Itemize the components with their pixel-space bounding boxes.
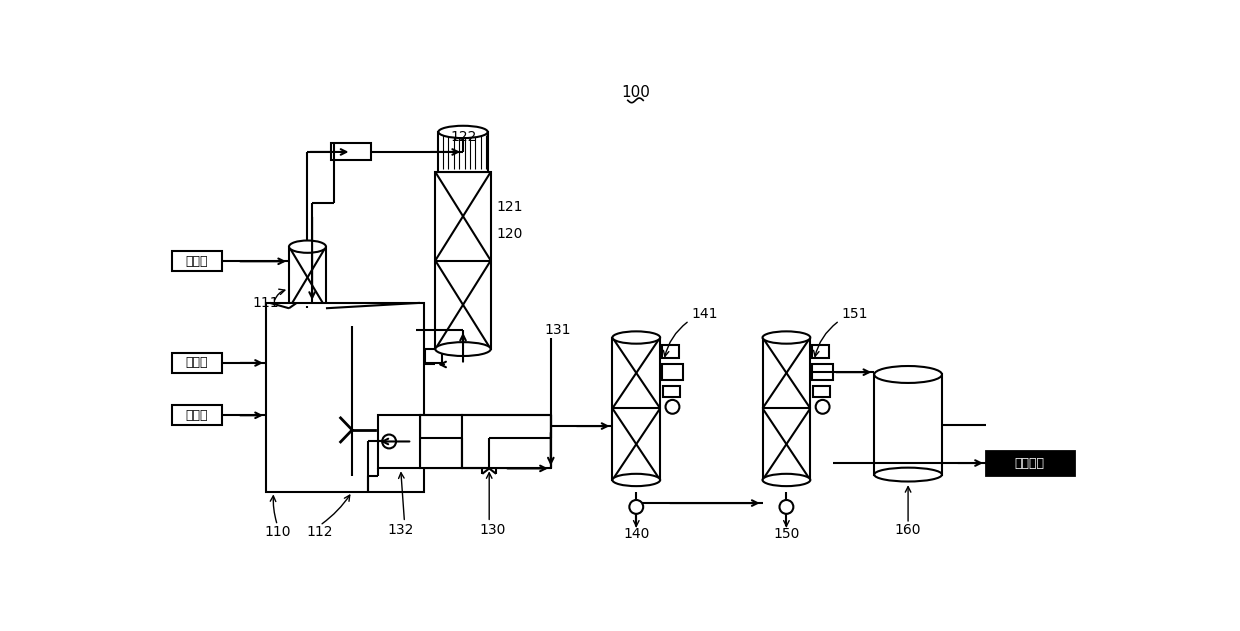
Bar: [662, 365, 683, 380]
Bar: [463, 415, 551, 468]
Bar: [265, 303, 424, 492]
Bar: [812, 365, 833, 380]
Ellipse shape: [289, 240, 326, 253]
Text: 150: 150: [774, 527, 800, 541]
Ellipse shape: [435, 342, 491, 356]
Text: 110: 110: [264, 524, 290, 539]
Bar: [289, 247, 326, 309]
Text: 141: 141: [691, 307, 718, 321]
Text: 100: 100: [621, 85, 650, 100]
Bar: [435, 172, 491, 349]
Bar: [420, 415, 463, 468]
Text: 镃底液液: 镃底液液: [1014, 457, 1045, 469]
Ellipse shape: [613, 331, 660, 344]
Circle shape: [816, 400, 830, 414]
Bar: [986, 451, 1074, 475]
Bar: [812, 345, 828, 358]
Bar: [172, 251, 222, 271]
Text: 原料１: 原料１: [185, 357, 208, 369]
Bar: [763, 338, 810, 480]
Circle shape: [666, 400, 680, 414]
Text: 131: 131: [544, 323, 572, 337]
Text: 原料３: 原料３: [185, 255, 208, 268]
Text: 160: 160: [895, 523, 921, 537]
Ellipse shape: [613, 474, 660, 486]
Bar: [662, 345, 678, 358]
Bar: [377, 415, 420, 468]
Bar: [172, 405, 222, 425]
Ellipse shape: [763, 474, 810, 486]
Text: 132: 132: [387, 523, 414, 537]
Ellipse shape: [439, 126, 487, 138]
Text: 原料２: 原料２: [185, 409, 208, 422]
Ellipse shape: [874, 468, 942, 481]
Text: 121: 121: [497, 199, 523, 214]
Text: 151: 151: [841, 307, 868, 321]
Bar: [425, 349, 443, 363]
Bar: [663, 386, 681, 397]
Circle shape: [780, 500, 794, 514]
Text: 111: 111: [252, 296, 279, 310]
Bar: [813, 386, 831, 397]
Circle shape: [382, 435, 396, 449]
Ellipse shape: [874, 366, 942, 383]
Bar: [874, 374, 942, 475]
Bar: [439, 132, 487, 172]
Ellipse shape: [763, 331, 810, 344]
Text: 140: 140: [622, 527, 650, 541]
Text: 122: 122: [450, 131, 477, 144]
Circle shape: [630, 500, 644, 514]
Text: 120: 120: [497, 227, 523, 240]
Bar: [172, 353, 222, 373]
Text: 112: 112: [306, 524, 334, 539]
Text: 130: 130: [480, 523, 506, 537]
Bar: [420, 415, 551, 438]
Bar: [331, 143, 372, 160]
Bar: [613, 338, 660, 480]
